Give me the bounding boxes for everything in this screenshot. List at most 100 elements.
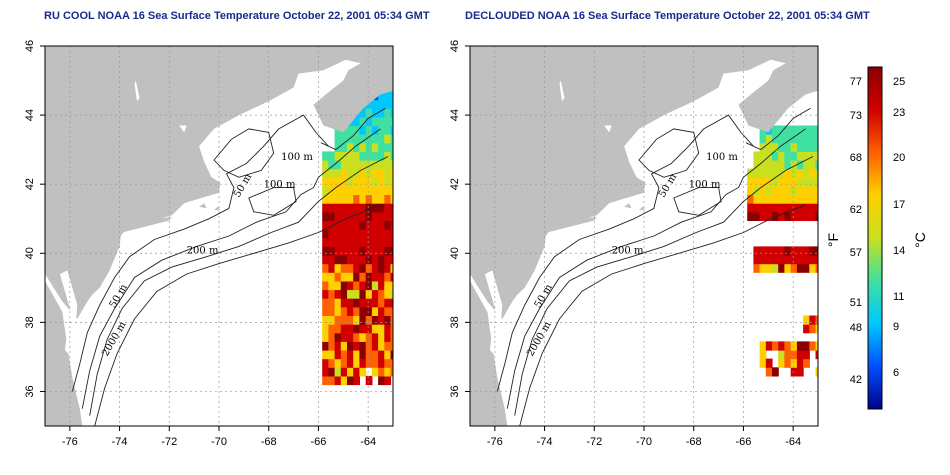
sst-cell: [384, 289, 392, 299]
sst-cell: [378, 289, 385, 299]
sst-cell: [753, 203, 761, 213]
sst-cell: [328, 315, 336, 325]
sst-cell: [334, 272, 342, 282]
sst-cell: [790, 194, 798, 204]
sst-cell: [796, 350, 804, 360]
sst-cell: [353, 298, 360, 308]
sst-cell: [334, 375, 342, 386]
sst-cell: [778, 263, 785, 273]
sst-cell: [371, 324, 379, 334]
sst-cell: [747, 203, 754, 213]
sst-cell: [378, 280, 385, 291]
sst-cell: [334, 341, 342, 351]
sst-cell: [815, 315, 818, 325]
sst-cell: [784, 177, 792, 187]
sst-cell: [772, 151, 779, 161]
sst-cell: [778, 211, 785, 221]
sst-cell: [334, 263, 342, 273]
y-tick-label: 36: [449, 385, 461, 397]
sst-cell: [328, 220, 336, 230]
y-tick-label: 44: [449, 109, 461, 121]
fahrenheit-tick-label: 48: [850, 322, 862, 334]
sst-cell: [815, 125, 818, 135]
sst-cell: [790, 255, 798, 265]
sst-cell: [334, 160, 342, 170]
sst-cell: [778, 246, 785, 256]
sst-cell: [334, 289, 342, 299]
sst-cell: [815, 203, 818, 213]
sst-cell: [359, 246, 367, 256]
sst-cell: [365, 185, 373, 196]
sst-cell: [365, 125, 373, 135]
sst-cell: [328, 298, 336, 308]
sst-cell: [365, 255, 373, 265]
sst-cell: [390, 134, 393, 144]
sst-cell: [390, 255, 393, 265]
contour-scotian-shelf: [745, 107, 811, 151]
sst-cell: [759, 263, 767, 273]
sst-cell: [365, 263, 373, 273]
sst-cell: [322, 280, 329, 291]
sst-cell: [322, 367, 329, 377]
sst-cell: [384, 341, 392, 351]
sst-cell: [347, 134, 354, 144]
sst-cell: [371, 350, 379, 360]
sst-cell: [753, 255, 761, 265]
sst-cell: [809, 160, 817, 170]
sst-cell: [340, 306, 348, 316]
sst-cell: [778, 255, 785, 265]
fahrenheit-tick-label: 77: [850, 76, 862, 88]
sst-cell: [359, 367, 367, 377]
sst-cell: [815, 263, 818, 273]
celsius-tick-label: 9: [893, 321, 899, 333]
sst-cell: [778, 142, 785, 152]
sst-cell: [384, 151, 392, 161]
sst-cell: [790, 350, 798, 360]
fahrenheit-tick-label: 42: [850, 374, 862, 386]
sst-cell: [390, 306, 393, 316]
sst-cell: [390, 116, 393, 126]
sst-cell: [759, 194, 767, 204]
sst-cell: [340, 289, 348, 299]
sst-cell: [765, 168, 773, 178]
sst-cell: [347, 237, 354, 247]
sst-cell: [378, 90, 385, 101]
contour-label: 200 m: [187, 245, 219, 256]
sst-cell: [359, 160, 367, 170]
sst-cell: [747, 211, 754, 221]
sst-cell: [371, 142, 379, 152]
sst-cell: [340, 160, 348, 170]
sst-cell: [778, 177, 785, 187]
sst-cell: [371, 367, 379, 377]
sst-cell: [765, 160, 773, 170]
marthas-vineyard-island: [624, 203, 632, 209]
x-tick-label: -64: [785, 436, 801, 448]
sst-cell: [765, 246, 773, 256]
sst-cell: [340, 298, 348, 308]
sst-cell: [790, 211, 798, 221]
sst-cell: [334, 280, 342, 291]
sst-cell: [378, 185, 385, 196]
sst-cell: [378, 99, 385, 109]
sst-cell: [322, 272, 329, 282]
sst-cell: [778, 185, 785, 196]
contour-2000m: [519, 204, 806, 426]
sst-cell: [378, 116, 385, 126]
sst-cell: [353, 375, 360, 386]
sst-cell: [371, 246, 379, 256]
sst-cell: [334, 315, 342, 325]
sst-cell: [809, 324, 817, 334]
sst-cell: [753, 151, 761, 161]
sst-cell: [390, 108, 393, 118]
sst-cell: [328, 255, 336, 265]
sst-cell: [328, 246, 336, 256]
sst-cell: [796, 246, 804, 256]
sst-cell: [353, 177, 360, 187]
sst-cell: [378, 168, 385, 178]
sst-cell: [371, 229, 379, 239]
sst-cell: [340, 220, 348, 230]
contour-100m: [81, 128, 381, 409]
sst-cell: [378, 324, 385, 334]
sst-cell: [347, 298, 354, 308]
left-panel-title: RU COOL NOAA 16 Sea Surface Temperature …: [44, 10, 430, 22]
